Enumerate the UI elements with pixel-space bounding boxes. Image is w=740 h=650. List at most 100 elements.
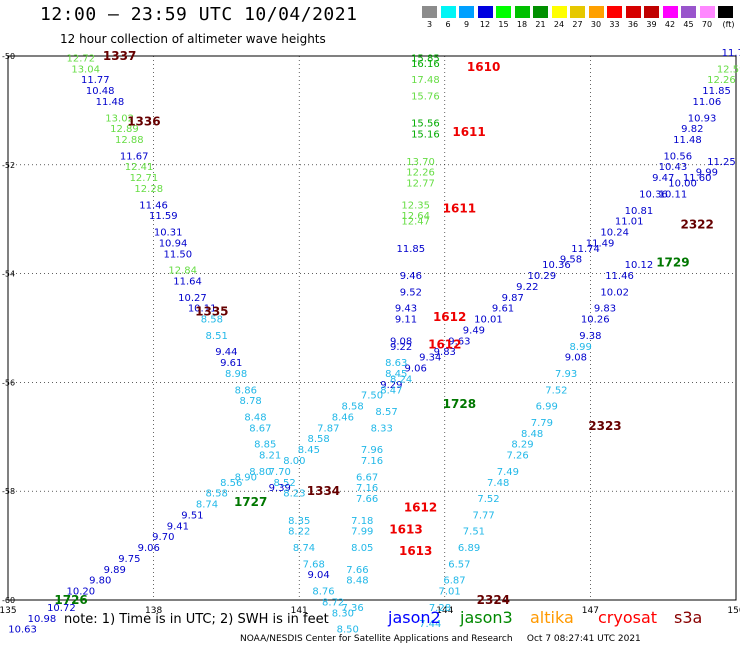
wave-height-value: 8.86 [235, 385, 257, 396]
track-time-label: 1613 [389, 522, 422, 536]
wave-height-value: 11.46 [605, 271, 634, 282]
track-time-label: 1728 [443, 397, 476, 411]
wave-height-value: 8.30 [332, 608, 354, 619]
legend-swatch [681, 6, 696, 18]
wave-height-value: 9.43 [395, 304, 417, 315]
wave-height-value: 12.77 [406, 179, 435, 190]
longitude-tick-label: 135 [0, 606, 17, 616]
legend-swatch [477, 6, 493, 18]
wave-height-value: 8.52 [274, 478, 296, 489]
wave-height-value: 8.21 [259, 451, 281, 462]
mission-label-s3a: s3a [674, 608, 703, 627]
track-time-label: 1335 [195, 305, 228, 319]
longitude-tick-label: 144 [436, 606, 453, 616]
legend-swatch [625, 6, 641, 18]
wave-height-value: 9.49 [463, 325, 485, 336]
wave-height-value: 9.44 [215, 347, 237, 358]
wave-height-value: 10.12 [625, 260, 654, 271]
wave-height-value: 9.06 [405, 364, 427, 375]
wave-height-value: 8.35 [288, 516, 310, 527]
wave-height-value: 8.67 [249, 423, 271, 434]
wave-height-value: 9.82 [681, 124, 703, 135]
track-time-label: 1337 [103, 49, 136, 63]
legend-level-label: 70 [701, 20, 713, 29]
wave-height-value: 7.18 [351, 516, 373, 527]
wave-height-value: 12.89 [110, 124, 139, 135]
wave-height-value: 9.38 [579, 331, 601, 342]
wave-height-value: 9.34 [419, 353, 441, 364]
wave-height-value: 9.61 [220, 358, 242, 369]
wave-height-value: 10.29 [528, 271, 557, 282]
wave-height-value: 11.50 [164, 249, 193, 260]
wave-height-value: 10.63 [8, 625, 37, 636]
wave-height-value: 8.48 [521, 429, 543, 440]
wave-height-value: 7.93 [555, 369, 577, 380]
legend-level-label: 42 [664, 20, 676, 29]
wave-height-value: 9.75 [118, 554, 140, 565]
latitude-tick-label: -50 [2, 52, 15, 61]
wave-height-value: 8.90 [235, 472, 257, 483]
wave-height-value: 7.70 [269, 467, 291, 478]
wave-height-value: 7.48 [487, 478, 509, 489]
wave-height-value: 10.02 [600, 287, 629, 298]
wave-height-value: 8.50 [337, 625, 359, 636]
wave-height-value: 9.22 [390, 342, 412, 353]
wave-height-value: 7.44 [419, 619, 441, 630]
wave-height-value: 11.25 [707, 157, 736, 168]
legend-swatch [496, 6, 511, 18]
wave-height-value: 8.74 [293, 543, 315, 554]
wave-height-value: 9.22 [516, 282, 538, 293]
wave-height-value: 11.77 [81, 75, 110, 86]
wave-height-value: 11.67 [120, 151, 149, 162]
wave-height-value: 9.58 [560, 255, 582, 266]
wave-height-value: 6.67 [356, 472, 378, 483]
wave-height-value: 9.83 [434, 347, 456, 358]
track-time-label: 1336 [127, 114, 160, 128]
wave-height-value: 7.16 [361, 456, 383, 467]
track-time-label: 1611 [443, 201, 476, 215]
legend-swatch [699, 6, 715, 18]
wave-height-value: 10.36 [542, 260, 571, 271]
wave-height-value: 9.08 [565, 353, 587, 364]
wave-height-value: 8.48 [244, 412, 266, 423]
track-time-label: 1727 [234, 495, 267, 509]
wave-height-value: 11.48 [673, 135, 702, 146]
legend-level-label: 45 [683, 20, 694, 29]
wave-height-value: 9.41 [167, 521, 189, 532]
credit-line: NOAA/NESDIS Center for Satellite Applica… [240, 634, 641, 644]
wave-height-value: 10.43 [659, 162, 688, 173]
wave-height-value: 8.85 [254, 440, 276, 451]
legend-swatch [644, 6, 659, 18]
wave-height-value: 11.85 [397, 244, 426, 255]
credit-text: NOAA/NESDIS Center for Satellite Applica… [240, 634, 513, 644]
wave-height-value: 8.33 [371, 423, 393, 434]
wave-height-value: 8.51 [206, 331, 228, 342]
wave-height-value: 7.01 [439, 587, 461, 598]
wave-height-value: 8.58 [206, 489, 228, 500]
wave-height-value: 12.64 [401, 211, 430, 222]
track-time-label: 1610 [467, 60, 500, 74]
mission-label-cryosat: cryosat [598, 608, 658, 627]
legend-level-label: 9 [463, 20, 470, 29]
wave-height-value: 10.01 [474, 315, 503, 326]
legend-swatch [440, 6, 456, 18]
mission-label-altika: altika [530, 608, 574, 627]
wave-height-value: 6.89 [458, 543, 480, 554]
longitude-tick-label: 147 [582, 606, 599, 616]
wave-height-value: 10.56 [663, 151, 692, 162]
legend-swatch [718, 6, 733, 18]
track-time-label: 2322 [680, 218, 713, 232]
legend-level-label: 36 [627, 20, 639, 29]
legend-swatch [422, 6, 437, 18]
track-time-label: 1613 [399, 544, 432, 558]
longitude-tick-label: 141 [291, 606, 308, 616]
wave-height-value: 10.00 [668, 179, 697, 190]
wave-height-value: 11.49 [586, 238, 615, 249]
wave-height-value: 8.58 [341, 402, 363, 413]
wave-height-value: 10.11 [188, 304, 217, 315]
legend-swatch [533, 6, 548, 18]
wave-height-value: 10.36 [639, 189, 668, 200]
wave-height-value: 12.28 [134, 184, 163, 195]
wave-height-value: 7.87 [317, 423, 339, 434]
